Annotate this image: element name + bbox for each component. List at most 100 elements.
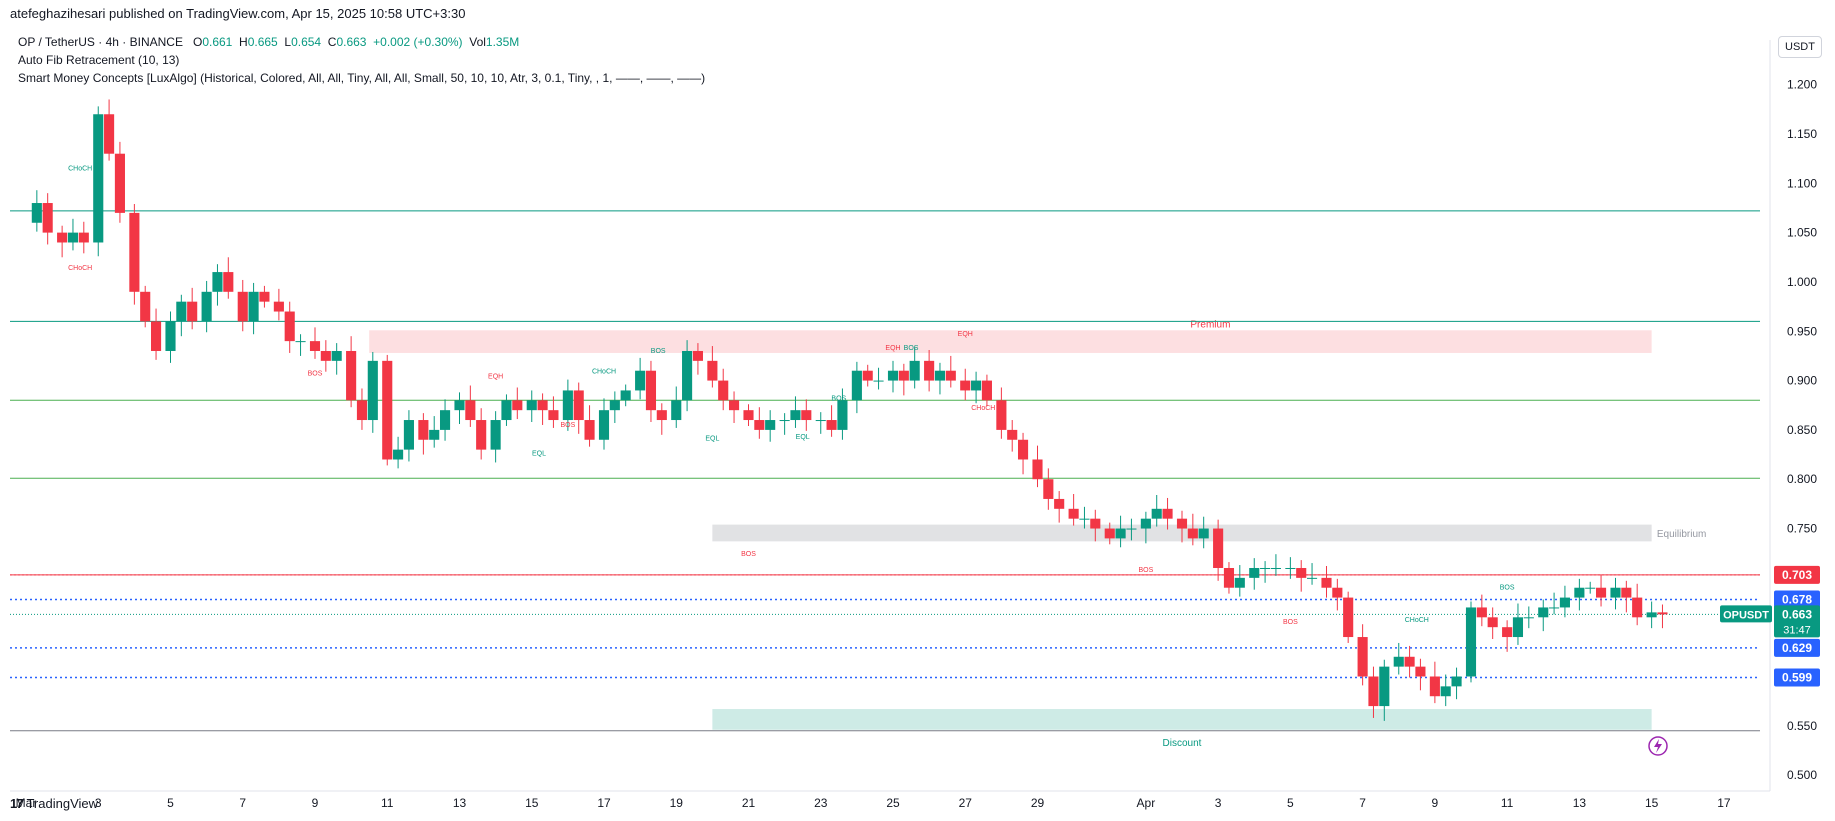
price-badge xyxy=(1774,565,1820,584)
candle-body xyxy=(1090,518,1101,529)
candle-body xyxy=(548,410,559,421)
candle-body xyxy=(1151,508,1162,519)
candle-body xyxy=(837,400,848,430)
candle-body xyxy=(862,370,873,381)
y-tick-label: 0.850 xyxy=(1787,423,1817,437)
candle-body xyxy=(490,420,501,450)
symbol-label[interactable]: OP / TetherUS · 4h · BINANCE xyxy=(18,35,183,49)
countdown-text: 31:47 xyxy=(1783,624,1811,636)
x-tick-label: 9 xyxy=(312,796,319,810)
open-value: 0.661 xyxy=(202,35,233,49)
x-tick-label: 17 xyxy=(1717,796,1731,810)
candle-body xyxy=(598,410,610,440)
smc-label-bos: BOS xyxy=(1283,619,1298,626)
candle-body xyxy=(93,114,104,243)
x-tick-label: 9 xyxy=(1432,796,1439,810)
candle-body xyxy=(1223,567,1235,588)
lightning-icon[interactable] xyxy=(1648,736,1668,756)
smc-label-bos: BOS xyxy=(741,551,756,558)
candle-body xyxy=(887,370,899,381)
lightning-icon-bolt xyxy=(1654,739,1662,753)
candle-body xyxy=(1296,567,1307,578)
indicator-fib[interactable]: Auto Fib Retracement (10, 13) xyxy=(18,53,180,67)
candle-body xyxy=(1393,656,1404,667)
candle-body xyxy=(1502,627,1513,638)
discount-label: Discount xyxy=(1163,738,1202,749)
candle-body xyxy=(1343,597,1354,638)
candle-body xyxy=(1249,567,1260,578)
price-badge-text: 0.629 xyxy=(1782,641,1812,655)
tradingview-footer[interactable]: 17 TradingView xyxy=(10,796,98,811)
candle-body xyxy=(801,410,812,421)
candle-body xyxy=(1368,676,1379,707)
candle-body xyxy=(176,301,187,322)
publisher-header: atefeghazihesari published on TradingVie… xyxy=(10,6,466,21)
candle-body xyxy=(1632,597,1643,618)
candle-body xyxy=(573,390,584,421)
candle-body xyxy=(212,272,223,292)
indicator-smc[interactable]: Smart Money Concepts [LuxAlgo] (Historic… xyxy=(18,71,706,85)
candle-body xyxy=(1104,528,1115,539)
candle-body xyxy=(78,232,89,243)
y-tick-label: 1.200 xyxy=(1787,78,1817,92)
candle-body xyxy=(584,420,595,440)
x-tick-label: 27 xyxy=(959,796,973,810)
candle-body xyxy=(187,301,198,322)
x-tick-label: Apr xyxy=(1137,796,1156,810)
candle-body xyxy=(1585,587,1596,589)
candle-body xyxy=(114,153,125,213)
candle-body xyxy=(1512,617,1524,638)
candle-body xyxy=(295,341,306,343)
candle-body xyxy=(1357,637,1368,677)
candle-body xyxy=(31,203,42,223)
x-tick-label: 7 xyxy=(239,796,246,810)
candle-body xyxy=(320,350,331,361)
x-tick-label: 11 xyxy=(381,796,394,810)
candle-body xyxy=(1234,577,1245,588)
y-tick-label: 0.900 xyxy=(1787,374,1817,388)
candle-body xyxy=(909,360,920,381)
candle-body xyxy=(1079,518,1090,520)
currency-badge[interactable]: USDT xyxy=(1778,36,1822,58)
candle-body xyxy=(284,311,295,342)
x-tick-label: 15 xyxy=(1645,796,1659,810)
y-tick-label: 0.550 xyxy=(1787,719,1817,733)
y-tick-label: 0.950 xyxy=(1787,324,1817,338)
candle-body xyxy=(1476,607,1487,618)
candle-body xyxy=(779,420,790,422)
candle-body xyxy=(42,203,53,233)
smc-label-eql: EQL xyxy=(532,451,546,458)
price-badge xyxy=(1774,590,1820,609)
smc-label-bos: BOS xyxy=(1500,585,1515,592)
candle-body xyxy=(248,291,259,322)
candle-body xyxy=(1657,612,1668,615)
smc-label-bos: BOS xyxy=(1138,567,1153,574)
x-tick-label: 23 xyxy=(814,796,828,810)
candle-body xyxy=(150,321,162,351)
axis-layer: 1.200 1.150 1.100 1.050 1.000 0.950 0.900 0.850… xyxy=(10,40,1817,810)
smc-label-eql: EQL xyxy=(705,436,719,443)
open-label: O xyxy=(192,35,203,49)
x-tick-label: 15 xyxy=(525,796,539,810)
candle-body xyxy=(526,400,537,411)
smc-label-bos: BOS xyxy=(308,371,323,378)
candle-body xyxy=(367,360,378,421)
candle-body xyxy=(1621,587,1632,598)
candle-body xyxy=(1007,429,1018,440)
smc-label-bos: BOS xyxy=(904,345,919,352)
candle-body xyxy=(718,380,729,401)
discount-zone xyxy=(712,709,1652,730)
candle-body xyxy=(1162,508,1173,519)
candle-body xyxy=(165,321,176,351)
candle-body xyxy=(682,350,693,401)
candle-body xyxy=(465,400,476,421)
x-tick-label: 11 xyxy=(1501,796,1514,810)
candle-body xyxy=(1440,686,1451,697)
candle-body xyxy=(476,420,487,450)
equilibrium-label: Equilibrium xyxy=(1657,529,1706,540)
candle-body xyxy=(1379,666,1390,707)
smc-label-choch: CHoCH xyxy=(971,405,995,412)
smc-label-bos: BOS xyxy=(651,348,666,355)
candle-body xyxy=(356,400,368,421)
